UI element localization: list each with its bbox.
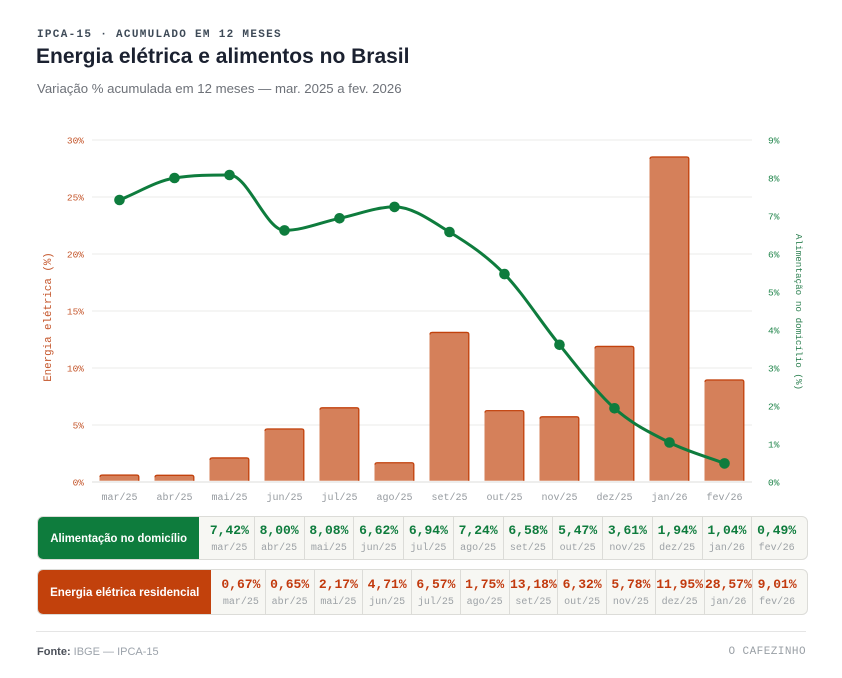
svg-text:dez/25: dez/25 [596,492,632,504]
svg-text:abr/25: abr/25 [156,492,192,504]
svg-text:7%: 7% [768,212,780,223]
svg-text:30%: 30% [67,136,84,147]
svg-text:20%: 20% [67,250,84,261]
svg-text:fev/26: fev/26 [706,492,742,504]
svg-text:mar/25: mar/25 [101,492,137,504]
svg-text:0%: 0% [768,478,780,489]
svg-text:mai/25: mai/25 [211,492,247,504]
svg-text:Energia elétrica (%): Energia elétrica (%) [43,252,55,382]
svg-text:jul/25: jul/25 [321,492,357,504]
svg-text:Alimentação no domicílio (%): Alimentação no domicílio (%) [793,234,804,390]
svg-text:3%: 3% [768,364,780,375]
svg-text:9%: 9% [768,136,780,147]
svg-text:1%: 1% [768,440,780,451]
svg-text:out/25: out/25 [486,492,522,504]
svg-text:4%: 4% [768,326,780,337]
svg-text:nov/25: nov/25 [541,492,577,504]
svg-text:5%: 5% [73,421,85,432]
svg-text:ago/25: ago/25 [376,492,412,504]
svg-text:25%: 25% [67,193,84,204]
svg-text:jan/26: jan/26 [651,492,687,504]
svg-text:5%: 5% [768,288,780,299]
svg-text:jun/25: jun/25 [266,492,302,504]
svg-text:10%: 10% [67,364,84,375]
svg-text:15%: 15% [67,307,84,318]
svg-text:0%: 0% [73,478,85,489]
svg-text:6%: 6% [768,250,780,261]
svg-text:8%: 8% [768,174,780,185]
svg-text:2%: 2% [768,402,780,413]
svg-text:set/25: set/25 [431,492,467,504]
